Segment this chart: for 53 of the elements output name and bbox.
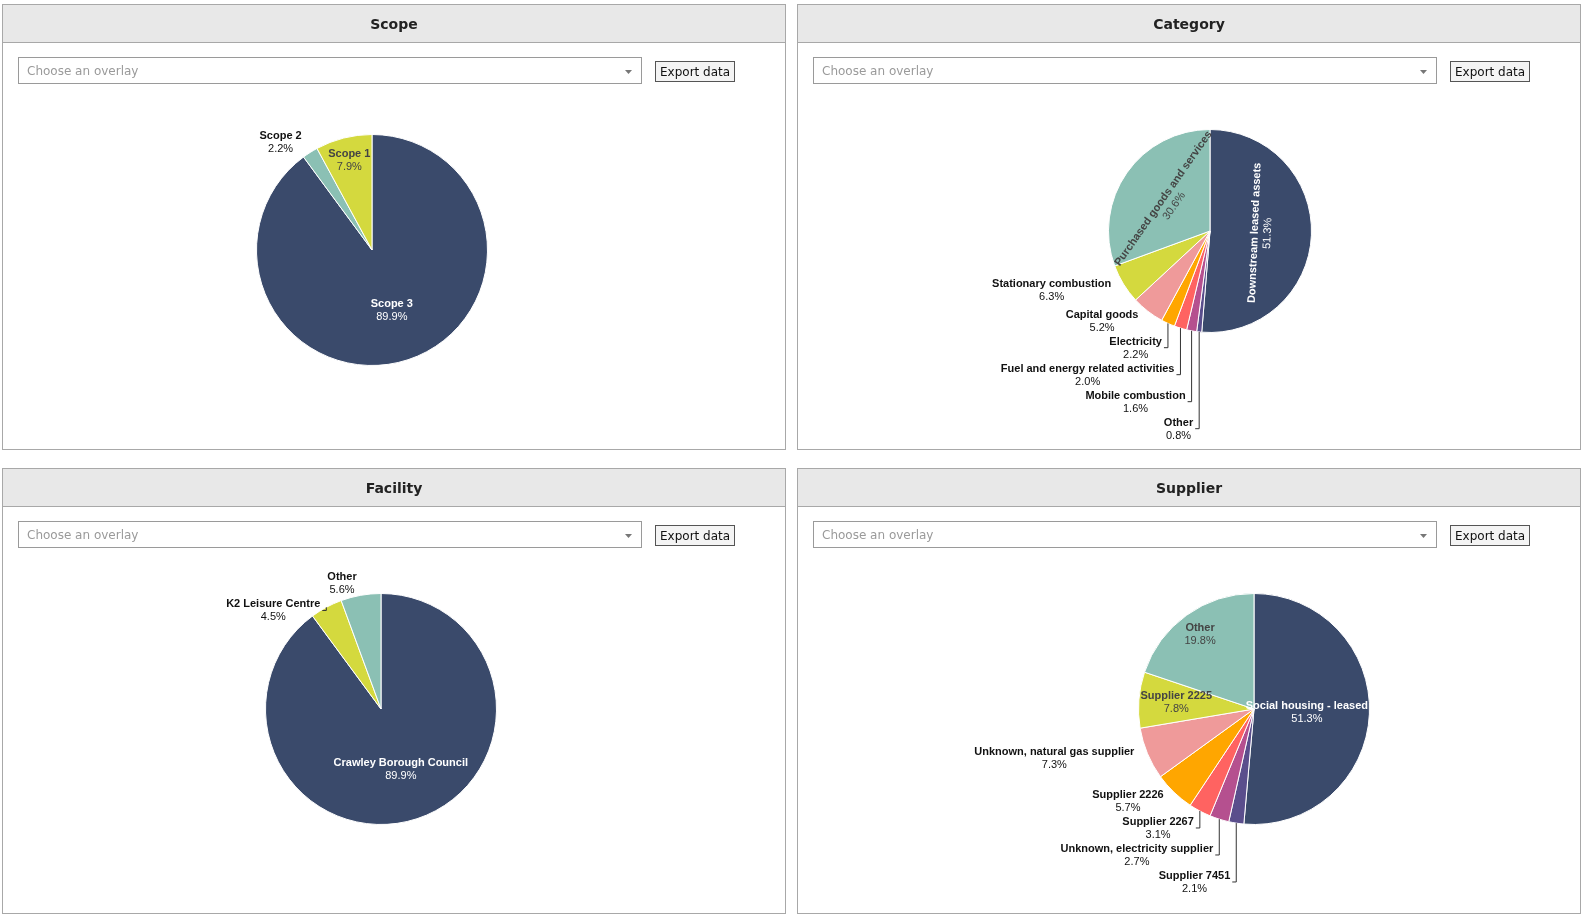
button: Export data bbox=[1450, 61, 1531, 82]
data-label: 7.8% bbox=[1163, 701, 1190, 714]
data-label: 3.1% bbox=[1145, 828, 1171, 841]
slice-label: Supplier 2226 bbox=[1092, 788, 1164, 801]
slice-label: Electricity bbox=[1109, 334, 1163, 347]
data-label: 2.7% bbox=[1124, 855, 1150, 868]
slice-label: Capital goods bbox=[1065, 307, 1139, 320]
slice-label: K2 Leisure Centre bbox=[226, 597, 321, 610]
data-label: 7.3% bbox=[1041, 758, 1068, 771]
slice-label: Other bbox=[1163, 415, 1194, 428]
data-label: 0.8% bbox=[1165, 428, 1192, 441]
dropdown: Choose an overlay bbox=[18, 57, 642, 84]
dropdown: Choose an overlay bbox=[18, 521, 642, 548]
data-label: 51.3% bbox=[1260, 217, 1274, 250]
dropdown: Choose an overlay bbox=[813, 57, 1437, 84]
dropdown: Choose an overlay bbox=[813, 521, 1437, 548]
slice-label: Fuel and energy related activities bbox=[1000, 361, 1175, 374]
slice-label: Unknown, natural gas supplier bbox=[974, 745, 1136, 758]
data-label: 89.9% bbox=[385, 769, 417, 782]
data-label: 2.2% bbox=[1123, 347, 1149, 360]
slice-label: Supplier 2225 bbox=[1140, 688, 1213, 701]
slice-label: Scope 1 bbox=[328, 147, 371, 160]
slice-label: Other bbox=[1185, 621, 1216, 634]
chart-title: Scope bbox=[370, 15, 418, 32]
data-label: 89.9% bbox=[376, 310, 408, 323]
data-label: 1.6% bbox=[1122, 401, 1149, 414]
slice-label: Supplier 7451 bbox=[1158, 869, 1231, 882]
slice-label: Other bbox=[327, 570, 358, 583]
data-label: 7.9% bbox=[336, 160, 363, 173]
chart-title: Facility bbox=[365, 479, 423, 496]
slice-label: Supplier 2267 bbox=[1122, 815, 1194, 828]
button: Export data bbox=[655, 61, 736, 82]
slice-label: Scope 3 bbox=[370, 297, 413, 310]
data-label: 5.6% bbox=[329, 583, 355, 596]
slice-label: Crawley Borough Council bbox=[333, 756, 469, 769]
data-label: 2.2% bbox=[268, 142, 294, 155]
slice-label: Stationary combustion bbox=[992, 277, 1112, 290]
data-label: 19.8% bbox=[1184, 634, 1216, 647]
button: Export data bbox=[1450, 525, 1531, 546]
data-label: 2.1% bbox=[1181, 882, 1208, 895]
data-label: 5.7% bbox=[1115, 801, 1141, 814]
data-label: 2.0% bbox=[1075, 374, 1101, 387]
data-label: 51.3% bbox=[1291, 711, 1323, 724]
slice-label: Mobile combustion bbox=[1085, 388, 1186, 401]
slice-label: Scope 2 bbox=[259, 129, 302, 142]
button: Export data bbox=[655, 525, 736, 546]
slice-label: Downstream leased assets bbox=[1244, 162, 1263, 304]
data-label: 6.3% bbox=[1039, 290, 1065, 303]
chart-title: Supplier bbox=[1155, 479, 1223, 496]
chart-title: Category bbox=[1153, 15, 1225, 32]
data-label: 5.2% bbox=[1089, 320, 1115, 333]
data-label: 4.5% bbox=[260, 610, 286, 623]
slice-label: Unknown, electricity supplier bbox=[1060, 842, 1214, 855]
